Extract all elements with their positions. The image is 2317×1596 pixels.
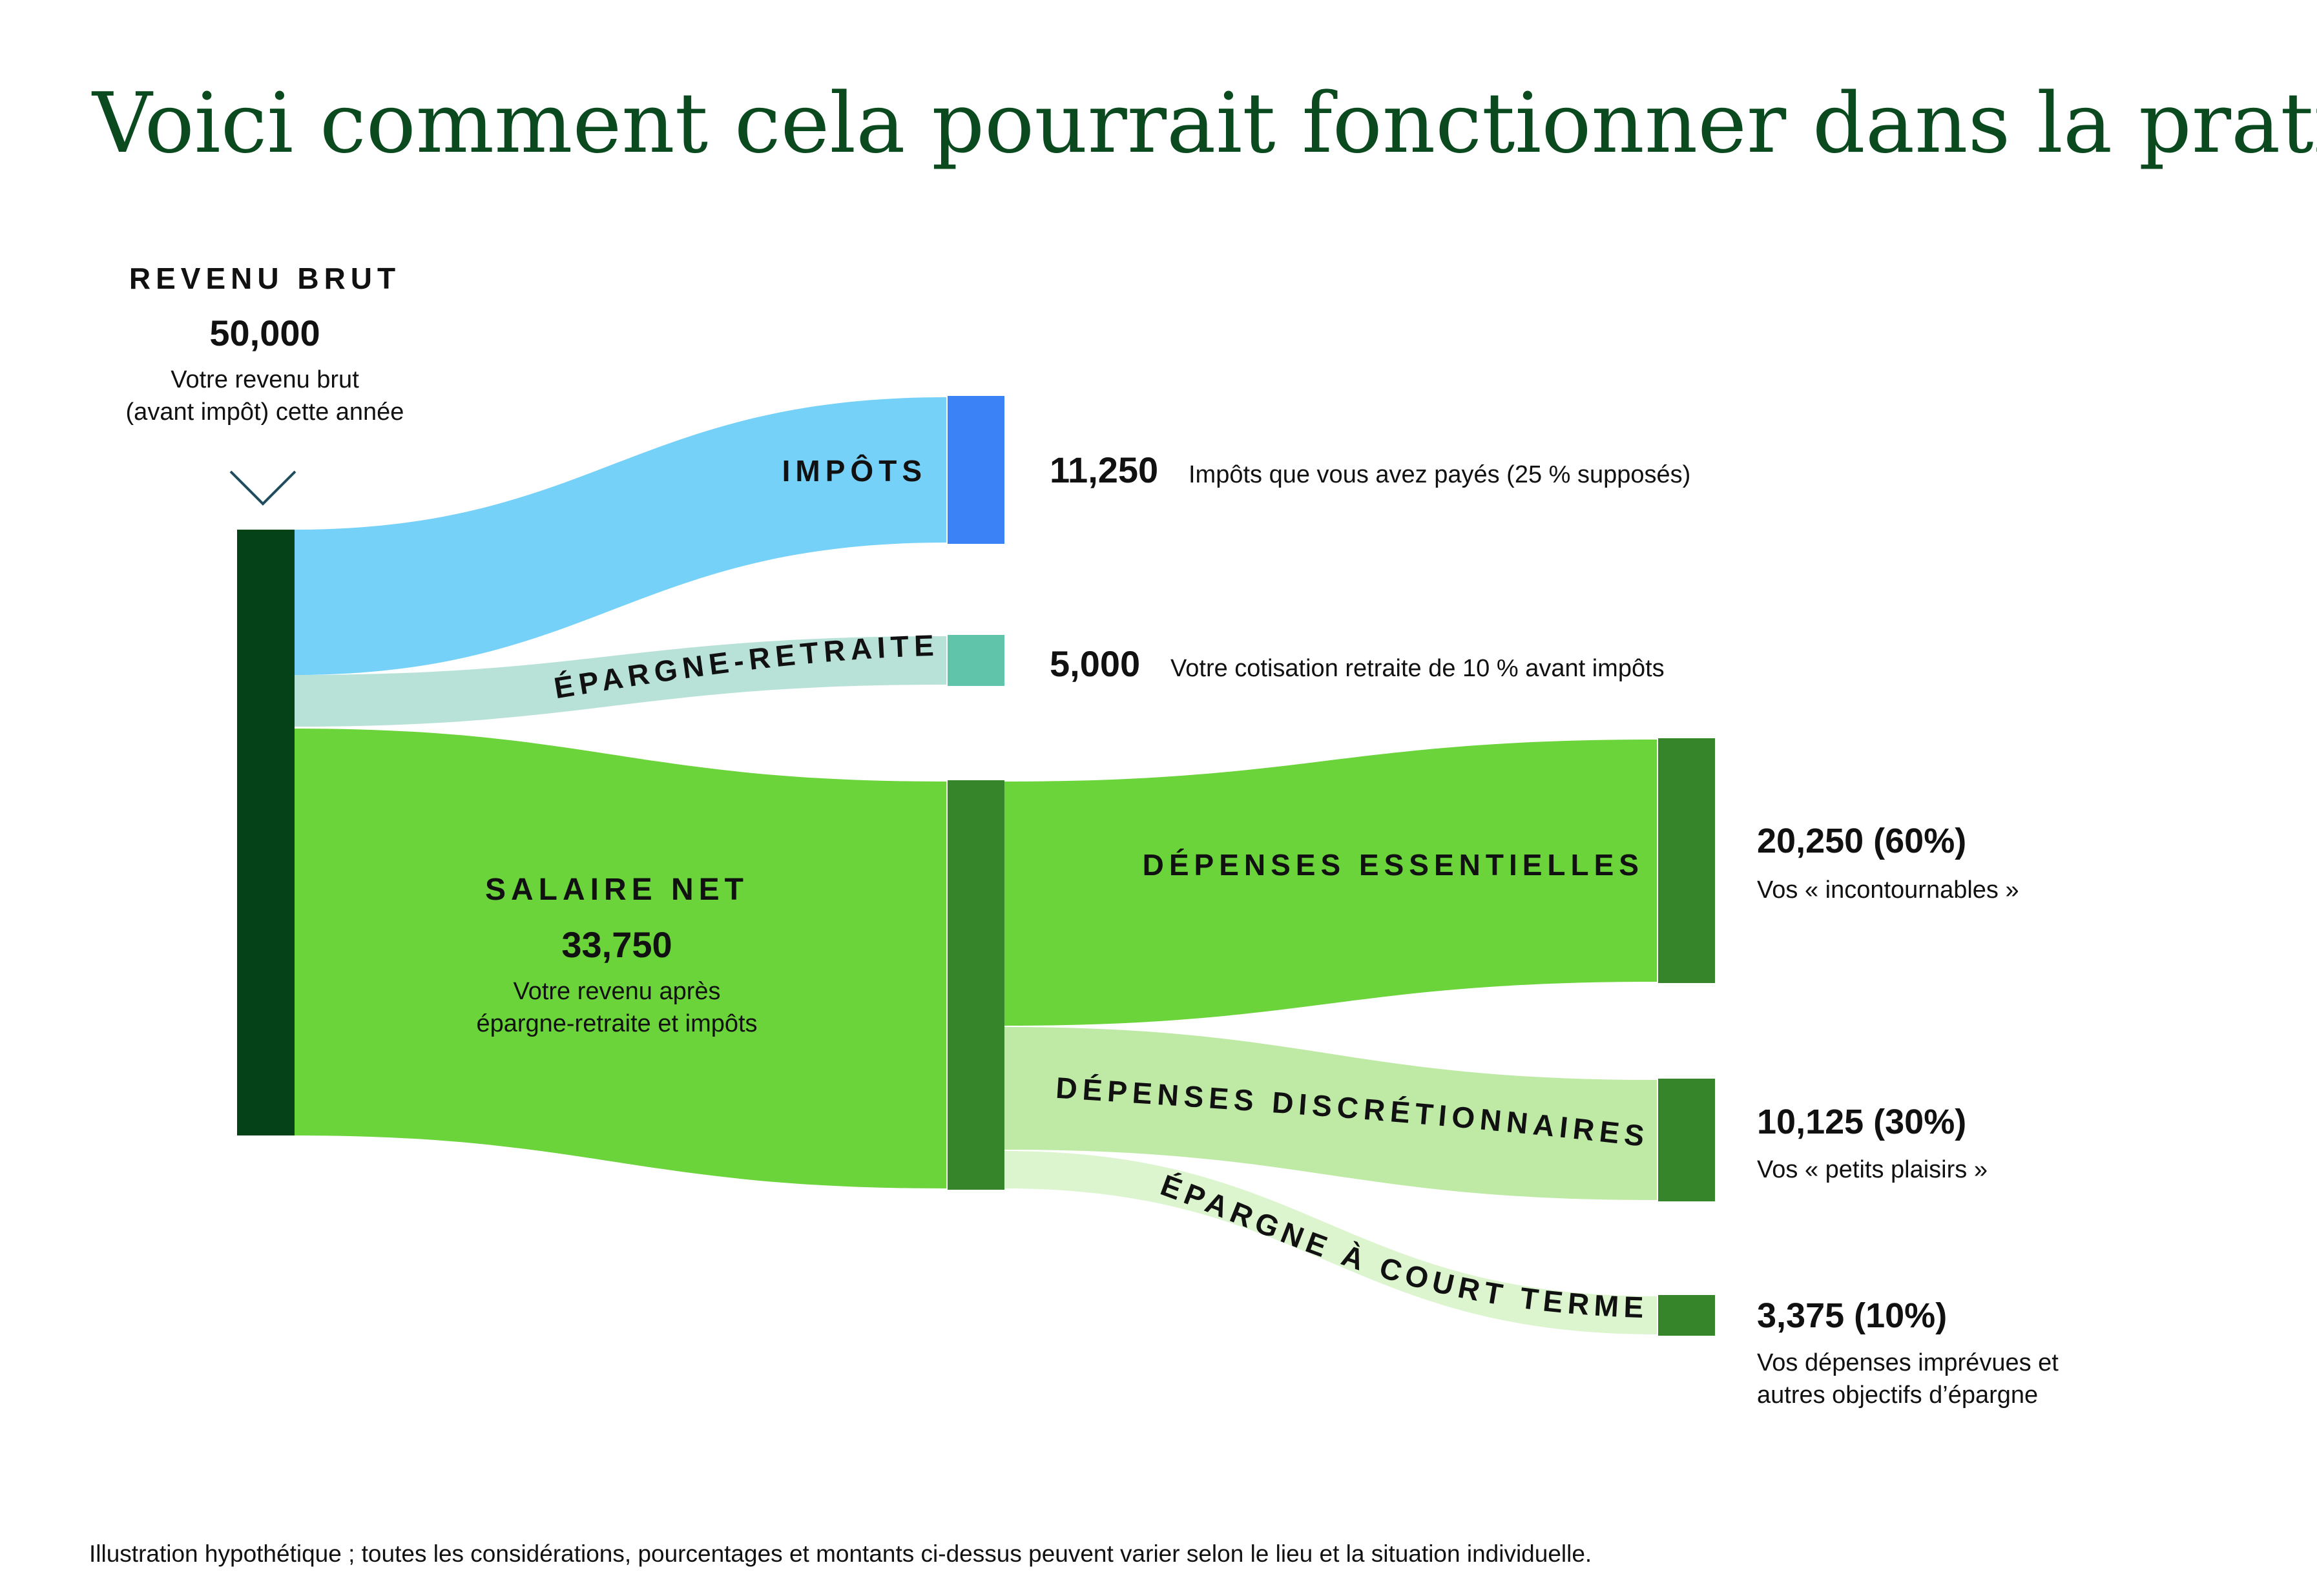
source-desc-line1: Votre revenu brut [171, 366, 359, 393]
source-value: 50,000 [209, 313, 320, 353]
value-essentielles: 20,250 (60%) [1757, 822, 1966, 860]
bar-revenu-brut [237, 530, 295, 1135]
value-impots: 11,250 [1050, 450, 1158, 490]
bar-essentielles [1658, 738, 1715, 983]
source-desc-line2: (avant impôt) cette année [126, 399, 404, 426]
value-retraite: 5,000 [1050, 643, 1140, 684]
value-salaire: 33,750 [561, 924, 672, 965]
value-court-terme: 3,375 (10%) [1757, 1296, 1947, 1335]
desc-retraite: Votre cotisation retraite de 10 % avant … [1170, 655, 1665, 682]
flow-impots [295, 397, 946, 675]
label-salaire: SALAIRE NET [485, 873, 749, 907]
bar-salaire-net [948, 780, 1004, 1190]
flow-discretionnaires [1004, 1027, 1657, 1200]
flow-salaire [295, 729, 946, 1188]
desc-impots: Impôts que vous avez payés (25 % supposé… [1189, 461, 1690, 488]
desc-court-terme-line1: Vos dépenses imprévues et [1757, 1349, 2059, 1376]
footnote: Illustration hypothétique ; toutes les c… [89, 1540, 1592, 1567]
bar-court-terme [1658, 1295, 1715, 1336]
desc-salaire-line1: Votre revenu après [513, 978, 720, 1005]
desc-essentielles: Vos « incontournables » [1757, 876, 2019, 904]
desc-court-terme-line2: autres objectifs d’épargne [1757, 1382, 2038, 1409]
source-label: REVENU BRUT [129, 262, 400, 295]
page-title: Voici comment cela pourrait fonctionner … [91, 76, 2317, 172]
value-discretionnaires: 10,125 (30%) [1757, 1103, 1966, 1141]
desc-discretionnaires: Vos « petits plaisirs » [1757, 1156, 1988, 1183]
bar-retraite [948, 635, 1004, 686]
flow-retraite [295, 636, 946, 727]
flow-court-terme [1004, 1151, 1657, 1334]
label-impots: IMPÔTS [782, 454, 927, 488]
chevron-down-icon [229, 470, 296, 506]
bar-discretionnaires [1658, 1079, 1715, 1201]
desc-salaire-line2: épargne-retraite et impôts [476, 1010, 757, 1037]
label-essentielles: DÉPENSES ESSENTIELLES [1143, 848, 1644, 882]
bar-impots [948, 396, 1004, 544]
flow-essentielles [1004, 740, 1657, 1026]
